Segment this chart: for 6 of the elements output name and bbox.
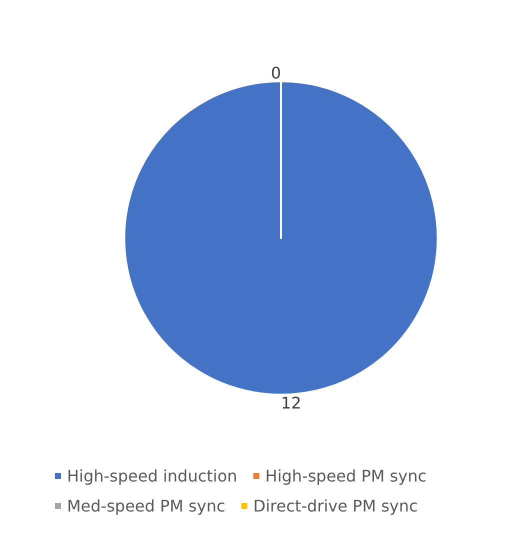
legend-label: High-speed PM sync — [265, 466, 427, 486]
legend-label: Med-speed PM sync — [67, 496, 226, 516]
text: 0 — [270, 64, 281, 83]
data-label: 12 — [281, 393, 302, 412]
legend-label: High-speed induction — [67, 466, 238, 486]
legend-label: Direct-drive PM sync — [253, 496, 418, 516]
